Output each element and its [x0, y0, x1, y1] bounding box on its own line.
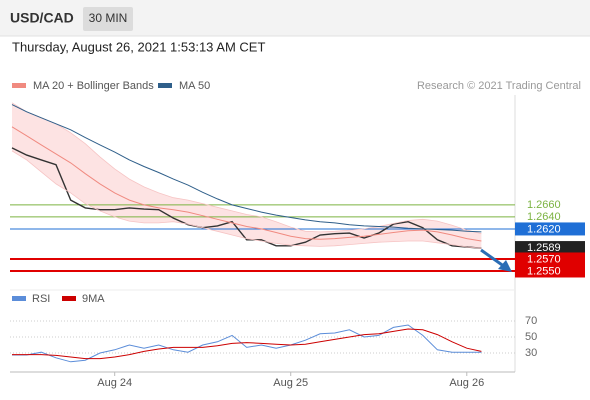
level-label: 1.2660: [527, 199, 561, 211]
level-box: [515, 222, 585, 236]
level-box: [515, 241, 585, 255]
legend-label: RSI: [32, 293, 50, 305]
x-tick-label: Aug 24: [97, 377, 132, 389]
ma-line: [11, 104, 482, 233]
level-label: 1.2570: [527, 253, 561, 265]
forecast-arrow-head: [498, 260, 512, 272]
timeframe[interactable]: 30 MIN: [89, 11, 128, 25]
level-label: 1.2620: [527, 223, 561, 235]
rsi-line: [12, 324, 482, 363]
ma-line: [11, 126, 482, 242]
legend-label: 9MA: [82, 293, 105, 305]
attribution: Research © 2021 Trading Central: [417, 80, 581, 92]
bollinger-band: [12, 102, 482, 249]
y-tick-label: 50: [525, 331, 537, 343]
level-label: 1.2550: [527, 265, 561, 277]
datetime: Thursday, August 26, 2021 1:53:13 AM CET: [12, 39, 265, 54]
level-label: 1.2640: [527, 211, 561, 223]
x-tick-label: Aug 25: [273, 377, 308, 389]
legend-swatch: [12, 83, 26, 88]
legend-swatch: [62, 296, 76, 301]
timeframe-button[interactable]: [83, 7, 133, 31]
forecast-arrow: [480, 248, 506, 269]
y-tick-label: 70: [525, 315, 537, 327]
level-label: 1.2589: [527, 242, 561, 254]
legend-swatch: [158, 83, 172, 88]
legend-label: MA 50: [179, 80, 210, 92]
legend-swatch: [12, 296, 26, 301]
rsi-line: [12, 328, 482, 360]
band-lower: [11, 150, 482, 249]
band-upper: [11, 102, 482, 235]
level-box: [515, 252, 585, 266]
price-line: [11, 147, 482, 249]
y-tick-label: 30: [525, 347, 537, 359]
x-tick-label: Aug 26: [449, 377, 484, 389]
symbol: USD/CAD: [10, 10, 74, 26]
legend-label: MA 20 + Bollinger Bands: [33, 80, 154, 92]
level-box: [515, 264, 585, 278]
